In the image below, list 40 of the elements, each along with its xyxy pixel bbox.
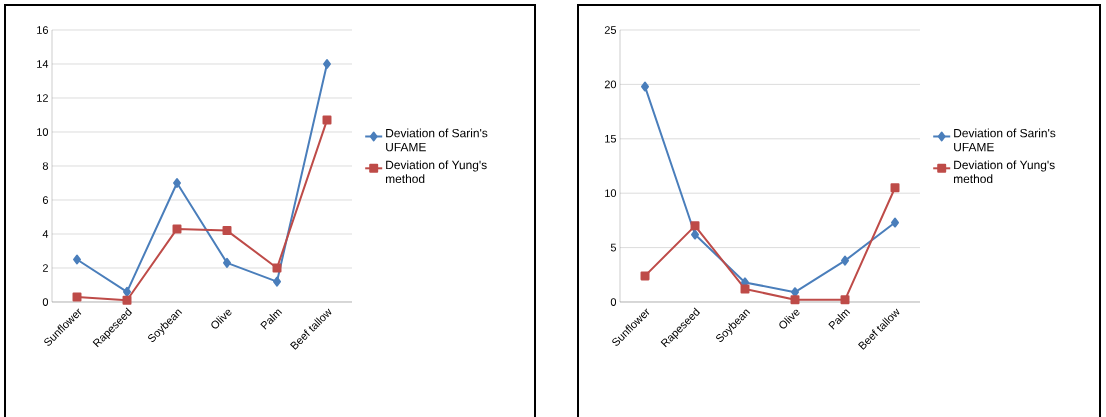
- legend-label: Deviation of Sarin's UFAME: [386, 128, 488, 152]
- y-tick-label: 5: [610, 243, 617, 252]
- y-tick-label: 0: [42, 298, 49, 306]
- point: [222, 226, 232, 236]
- point: [691, 229, 699, 240]
- y-tick-label: 14: [37, 60, 49, 68]
- y-tick-label: 2: [42, 264, 48, 272]
- y-tick-label: 25: [604, 26, 617, 34]
- point: [72, 292, 82, 302]
- y-tick-label: 10: [37, 128, 49, 136]
- point: [740, 284, 750, 294]
- point: [322, 115, 332, 125]
- point: [122, 295, 132, 305]
- y-tick-label: 6: [42, 196, 48, 204]
- legend-label: Deviation of Sarin's UFAME: [954, 128, 1056, 152]
- y-tick-label: 15: [605, 134, 617, 143]
- y-tick-label: 16: [37, 26, 48, 34]
- point: [323, 59, 331, 69]
- y-tick-label: 4: [42, 230, 49, 238]
- point: [123, 286, 131, 297]
- point: [640, 271, 650, 281]
- point: [891, 217, 899, 228]
- point: [840, 295, 850, 305]
- point: [172, 224, 182, 234]
- y-tick-label: 8: [42, 162, 48, 170]
- y-tick-label: 20: [604, 80, 617, 89]
- point: [223, 257, 231, 268]
- legend-label: Deviation of Yung's method: [953, 160, 1055, 184]
- point: [173, 178, 181, 188]
- legend-label: Deviation of Yung's method: [385, 160, 487, 184]
- point: [73, 254, 81, 265]
- point: [790, 295, 800, 305]
- point: [841, 255, 849, 266]
- point: [890, 183, 900, 193]
- y-tick-label: 10: [605, 189, 617, 198]
- point: [641, 81, 649, 92]
- y-tick-label: 0: [610, 298, 617, 306]
- y-tick-label: 12: [37, 94, 48, 102]
- point: [690, 221, 700, 231]
- point: [273, 276, 281, 287]
